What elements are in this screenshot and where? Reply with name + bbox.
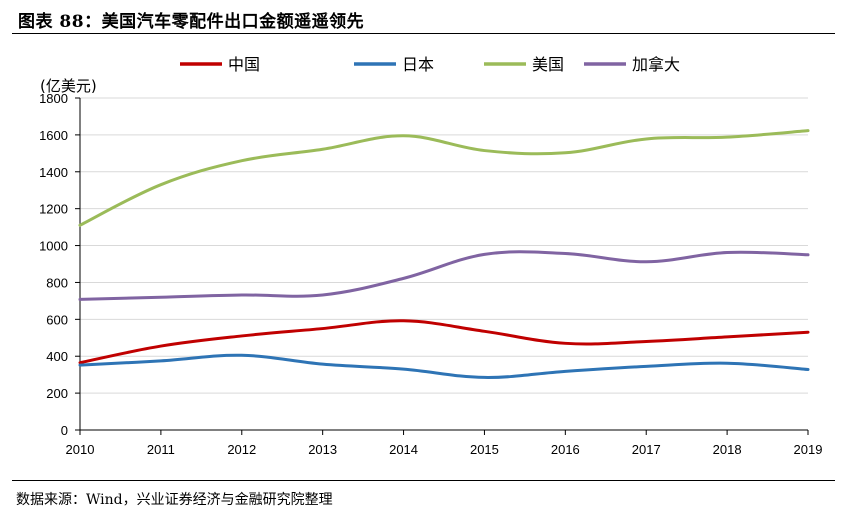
legend-label-3: 加拿大 xyxy=(632,55,680,74)
x-tick-label: 2014 xyxy=(389,442,418,457)
source-rule xyxy=(12,480,835,481)
x-tick-label: 2016 xyxy=(551,442,580,457)
series-line-0 xyxy=(78,319,810,365)
source-note: 数据来源：Wind，兴业证券经济与金融研究院整理 xyxy=(16,492,333,508)
x-tick-label: 2010 xyxy=(66,442,95,457)
series-line-3 xyxy=(78,250,810,301)
title-rule xyxy=(12,33,835,34)
legend-label-1: 日本 xyxy=(402,55,434,74)
y-tick-label: 600 xyxy=(46,312,68,327)
series-line-1 xyxy=(78,353,810,379)
figure-title: 图表 88：美国汽车零配件出口金额遥遥领先 xyxy=(18,12,365,32)
x-tick-label: 2011 xyxy=(147,442,175,457)
y-tick-label: 800 xyxy=(46,275,68,290)
axes xyxy=(75,97,809,435)
x-tick-label: 2017 xyxy=(632,442,661,457)
legend-label-0: 中国 xyxy=(228,55,260,74)
y-tick-label: 1200 xyxy=(39,202,68,217)
x-tick-label: 2012 xyxy=(227,442,256,457)
y-axis-unit-label: (亿美元) xyxy=(40,77,97,95)
series-lines xyxy=(78,129,810,379)
x-tick-label: 2015 xyxy=(470,442,499,457)
y-tick-labels: 0 200 400 600 800 1000 1200 1400 1600 1800 xyxy=(39,91,68,438)
series-line-2 xyxy=(78,129,810,227)
legend: 中国 日本 美国 加拿大 xyxy=(180,55,680,74)
y-tick-label: 400 xyxy=(46,349,68,364)
x-tick-label: 2019 xyxy=(794,442,823,457)
y-tick-label: 1000 xyxy=(39,239,68,254)
y-tick-label: 1400 xyxy=(39,165,68,180)
y-tick-label: 200 xyxy=(46,386,68,401)
x-tick-labels: 2010 2011 2012 2013 2014 2015 2016 2017 2018 2019 xyxy=(66,442,823,457)
y-tick-label: 1600 xyxy=(39,128,68,143)
y-tick-label: 1800 xyxy=(39,91,68,106)
y-tick-label: 0 xyxy=(61,423,68,438)
x-tick-label: 2018 xyxy=(713,442,742,457)
legend-label-2: 美国 xyxy=(532,55,564,74)
x-tick-label: 2013 xyxy=(308,442,337,457)
